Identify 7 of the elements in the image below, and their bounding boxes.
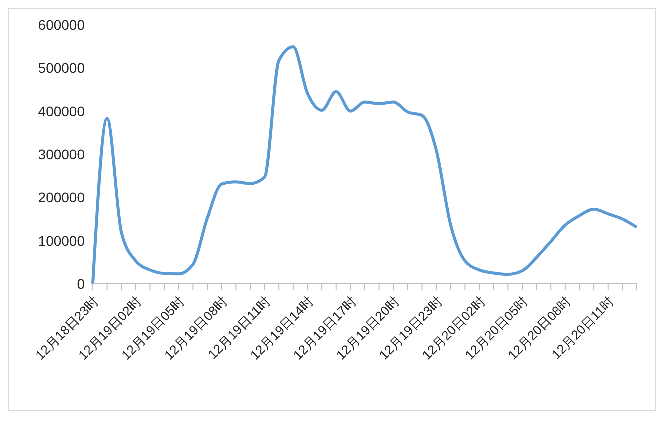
y-tick-label: 100000 [38, 232, 86, 249]
y-tick-label: 200000 [38, 190, 86, 206]
y-tick-label: 300000 [38, 146, 86, 162]
y-tick-label: 0 [77, 276, 86, 292]
y-tick-label: 500000 [38, 60, 86, 76]
y-tick-label: 600000 [38, 16, 86, 33]
y-tick-label: 400000 [38, 103, 86, 120]
